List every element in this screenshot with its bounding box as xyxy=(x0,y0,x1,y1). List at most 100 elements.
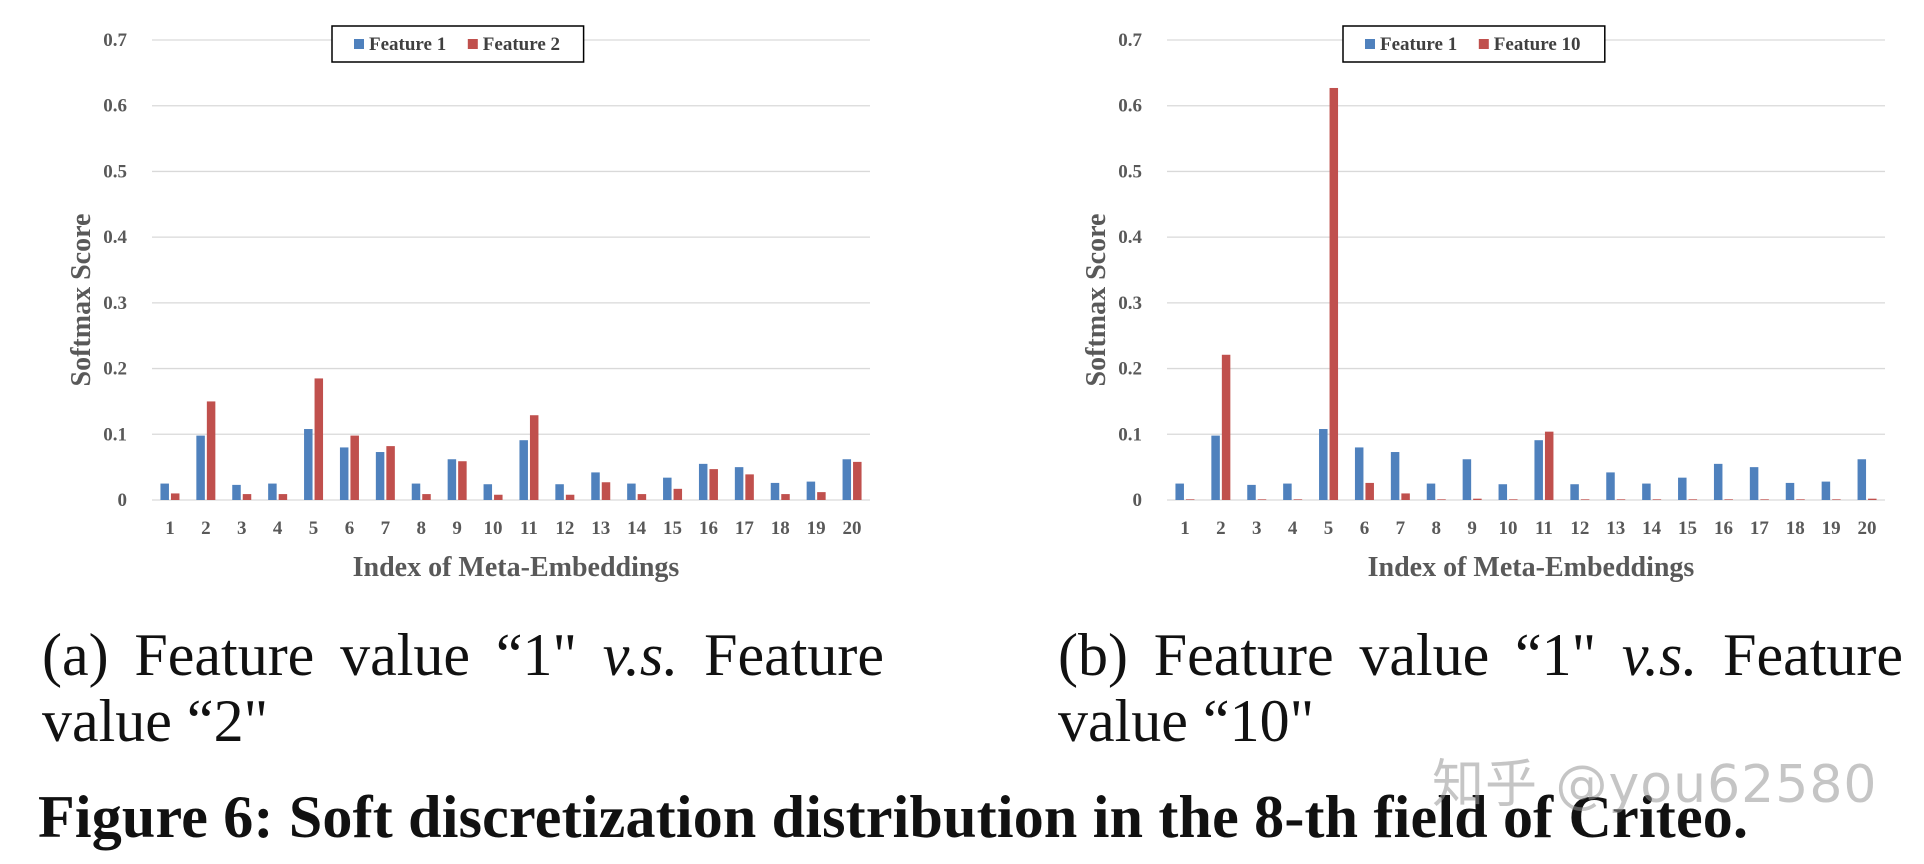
bar-feature-10-12 xyxy=(1580,499,1590,500)
bar-feature-1-4 xyxy=(1283,483,1292,500)
bar-feature-1-2 xyxy=(1211,435,1220,500)
bar-feature-1-10 xyxy=(483,484,493,500)
bar-feature-1-20 xyxy=(1857,459,1867,500)
bar-feature-10-8 xyxy=(1437,499,1446,500)
y-tick-label: 0.4 xyxy=(103,227,127,248)
bar-feature-10-20 xyxy=(1868,498,1877,500)
bar-feature-2-17 xyxy=(745,474,754,500)
legend-swatch-1 xyxy=(1365,39,1375,49)
x-tick-label: 14 xyxy=(1642,518,1662,539)
caption-a-text-pre: Feature value “1" xyxy=(134,622,577,688)
bar-feature-1-18 xyxy=(770,482,780,500)
chart-panel-a: 0 0.1 0.2 0.3 0.4 0.5 0.6 0.7 1 2 3 4 5 6 7 8 9 10 11 12 13 1… xyxy=(30,0,910,605)
bar-feature-1-20 xyxy=(842,459,852,500)
x-tick-label: 2 xyxy=(1216,518,1226,539)
y-tick-label: 0.6 xyxy=(1118,96,1142,117)
y-tick-label: 0.7 xyxy=(103,30,127,51)
bar-feature-2-3 xyxy=(242,494,252,500)
x-tick-label: 11 xyxy=(520,518,538,539)
bar-feature-1-8 xyxy=(1426,483,1436,500)
bar-feature-10-18 xyxy=(1796,499,1805,500)
bar-feature-2-6 xyxy=(350,435,359,500)
bar-feature-10-13 xyxy=(1616,499,1626,500)
x-tick-label: 17 xyxy=(1750,518,1770,539)
bar-feature-10-15 xyxy=(1688,499,1698,500)
bar-feature-10-3 xyxy=(1257,499,1267,500)
bar-feature-1-16 xyxy=(698,463,708,500)
x-tick-label: 6 xyxy=(345,518,355,539)
x-tick-label: 13 xyxy=(1606,518,1625,539)
x-tick-label: 8 xyxy=(1432,518,1442,539)
bar-feature-1-1 xyxy=(160,483,169,500)
bar-feature-1-13 xyxy=(1606,472,1615,500)
chart-a: 00.10.20.30.40.50.60.71 2 3 4 5 6 7 8 9 10 11 12 13 1… xyxy=(66,25,870,583)
bar-feature-1-14 xyxy=(627,483,636,500)
bar-feature-2-11 xyxy=(529,415,539,500)
caption-b-text-pre: Feature value “1" xyxy=(1153,622,1597,688)
legend-box xyxy=(331,25,585,63)
caption-b: (b) Feature value “1" v.s. Feature value… xyxy=(1058,622,1903,754)
x-tick-label: 9 xyxy=(1467,518,1477,539)
y-tick-label: 0.7 xyxy=(1118,30,1142,51)
x-tick-label: 16 xyxy=(699,518,718,539)
y-tick-label: 0.2 xyxy=(1118,359,1142,380)
bar-feature-10-9 xyxy=(1473,498,1482,500)
bar-feature-10-17 xyxy=(1760,499,1769,500)
y-tick-label: 0.3 xyxy=(1118,293,1142,314)
x-tick-label: 9 xyxy=(452,518,462,539)
bar-feature-1-12 xyxy=(1570,484,1579,500)
x-tick-label: 7 xyxy=(381,518,391,539)
bar-feature-1-4 xyxy=(268,483,277,500)
bar-feature-1-1 xyxy=(1175,483,1184,500)
bar-feature-1-5 xyxy=(304,429,313,500)
y-tick-label: 0.3 xyxy=(103,293,127,314)
bar-feature-2-19 xyxy=(817,492,826,500)
bar-feature-1-14 xyxy=(1642,483,1651,500)
x-tick-label: 17 xyxy=(735,518,755,539)
bar-feature-2-10 xyxy=(494,494,503,500)
legend: Feature 1 Feature 10 xyxy=(1342,25,1606,63)
x-tick-label: 3 xyxy=(1252,518,1262,539)
bar-feature-10-16 xyxy=(1724,499,1733,500)
legend-label-2: Feature 10 xyxy=(1494,34,1581,55)
bar-feature-1-5 xyxy=(1319,429,1328,500)
caption-a-vs: v.s. xyxy=(602,622,679,688)
bar-feature-1-17 xyxy=(1749,467,1759,500)
caption-a: (a) Feature value “1" v.s. Feature value… xyxy=(42,622,884,754)
x-tick-label: 20 xyxy=(1858,518,1877,539)
x-tick-label: 18 xyxy=(1786,518,1805,539)
bar-feature-1-3 xyxy=(1247,484,1256,500)
bar-feature-2-20 xyxy=(853,461,862,500)
legend-swatch-2 xyxy=(467,39,478,49)
watermark: 知乎 @you62580 xyxy=(1432,755,1878,815)
y-tick-label: 0.2 xyxy=(103,359,127,380)
bar-feature-2-1 xyxy=(170,493,180,500)
bar-feature-10-10 xyxy=(1509,499,1518,500)
bar-feature-1-11 xyxy=(519,440,528,500)
chart-panel-b: 0 0.1 0.2 0.3 0.4 0.5 0.6 0.7 1 2 3 4 5 6 7 8 9 10 11 12 13 1… xyxy=(1045,0,1924,605)
x-tick-label: 16 xyxy=(1714,518,1733,539)
bar-feature-1-15 xyxy=(663,477,672,500)
bar-feature-1-7 xyxy=(1390,452,1400,500)
caption-b-vs: v.s. xyxy=(1621,622,1698,688)
x-tick-label: 13 xyxy=(591,518,610,539)
y-tick-label: 0.6 xyxy=(103,96,127,117)
bar-feature-10-1 xyxy=(1185,499,1195,500)
bar-feature-10-4 xyxy=(1293,499,1303,500)
chart-b: 00.10.20.30.40.50.60.71 2 3 4 5 6 7 8 9 10 11 12 13 1… xyxy=(1081,25,1885,583)
x-tick-label: 11 xyxy=(1535,518,1553,539)
bar-feature-1-3 xyxy=(232,484,241,500)
x-tick-label: 15 xyxy=(1678,518,1697,539)
x-tick-label: 7 xyxy=(1396,518,1406,539)
x-tick-label: 10 xyxy=(484,518,503,539)
bar-feature-1-16 xyxy=(1713,463,1723,500)
caption-a-label: (a) xyxy=(42,622,109,688)
bar-feature-1-19 xyxy=(806,481,816,500)
legend-label-1: Feature 1 xyxy=(1380,34,1457,55)
x-axis-title: Index of Meta-Embeddings xyxy=(353,552,680,583)
x-tick-label: 3 xyxy=(237,518,247,539)
y-tick-label: 0.5 xyxy=(103,161,127,182)
bar-feature-10-2 xyxy=(1221,354,1231,500)
x-tick-label: 1 xyxy=(165,518,175,539)
x-tick-label: 12 xyxy=(1570,518,1589,539)
